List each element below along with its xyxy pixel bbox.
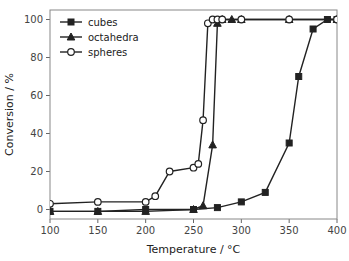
axes: 100 150 200 250 300 350 400 0 20 40 60 80 100 bbox=[24, 10, 347, 236]
point bbox=[50, 208, 53, 214]
y-tick-label: 40 bbox=[30, 128, 43, 139]
point bbox=[310, 26, 316, 32]
point bbox=[334, 16, 337, 23]
series-line bbox=[50, 20, 337, 212]
point bbox=[200, 117, 207, 124]
x-tick bbox=[337, 219, 338, 223]
point bbox=[238, 199, 244, 205]
x-tick-label: 300 bbox=[232, 225, 251, 236]
point bbox=[95, 208, 101, 214]
y-tick bbox=[46, 133, 50, 134]
point bbox=[199, 202, 207, 209]
x-tick-label: 150 bbox=[88, 225, 107, 236]
y-tick bbox=[46, 95, 50, 96]
y-tick-label: 80 bbox=[30, 52, 43, 63]
x-tick bbox=[193, 219, 194, 223]
legend-marker bbox=[68, 49, 75, 56]
x-tick-label: 400 bbox=[327, 225, 346, 236]
y-tick bbox=[46, 57, 50, 58]
y-tick bbox=[46, 19, 50, 20]
point bbox=[195, 161, 202, 168]
legend-label: cubes bbox=[88, 17, 118, 28]
x-tick bbox=[145, 219, 146, 223]
point bbox=[50, 201, 53, 208]
point bbox=[95, 199, 102, 206]
y-tick-label: 60 bbox=[30, 90, 43, 101]
x-tick bbox=[289, 219, 290, 223]
series-line bbox=[50, 20, 337, 212]
x-tick bbox=[97, 219, 98, 223]
y-tick bbox=[46, 209, 50, 210]
point bbox=[296, 74, 302, 80]
y-tick-label: 0 bbox=[37, 204, 43, 215]
legend-marker bbox=[67, 33, 75, 40]
point bbox=[285, 16, 293, 23]
point bbox=[209, 141, 217, 148]
x-tick-label: 250 bbox=[184, 225, 203, 236]
point bbox=[166, 168, 173, 175]
point bbox=[142, 199, 149, 206]
point bbox=[191, 207, 197, 213]
point bbox=[334, 17, 337, 23]
point bbox=[333, 16, 337, 23]
legend-label: octahedra bbox=[88, 32, 139, 43]
y-tick bbox=[46, 171, 50, 172]
series-line bbox=[50, 20, 337, 204]
legend-label: spheres bbox=[88, 47, 127, 58]
chart: 100 150 200 250 300 350 400 0 20 40 60 80 100 Tempera… bbox=[0, 0, 349, 261]
x-tick-label: 200 bbox=[136, 225, 155, 236]
point bbox=[142, 207, 150, 214]
point bbox=[238, 16, 245, 23]
x-tick-label: 350 bbox=[280, 225, 299, 236]
point bbox=[152, 193, 159, 200]
x-tick bbox=[241, 219, 242, 223]
y-tick-label: 20 bbox=[30, 166, 43, 177]
point bbox=[286, 140, 292, 146]
point bbox=[190, 206, 198, 213]
legend-marker bbox=[68, 19, 74, 25]
point bbox=[219, 16, 226, 23]
point bbox=[214, 205, 220, 211]
point bbox=[50, 207, 54, 214]
data-area bbox=[50, 16, 337, 215]
y-tick-label: 100 bbox=[24, 14, 43, 25]
legend: cubes octahedra spheres bbox=[60, 17, 139, 58]
point bbox=[238, 16, 246, 23]
point bbox=[286, 16, 293, 23]
x-axis-label: Temperature / °C bbox=[146, 243, 241, 256]
x-tick-label: 100 bbox=[40, 225, 59, 236]
y-axis-label: Conversion / % bbox=[3, 73, 16, 156]
point bbox=[94, 207, 102, 214]
x-tick bbox=[50, 219, 51, 223]
plot-frame bbox=[50, 10, 337, 219]
point bbox=[262, 189, 268, 195]
